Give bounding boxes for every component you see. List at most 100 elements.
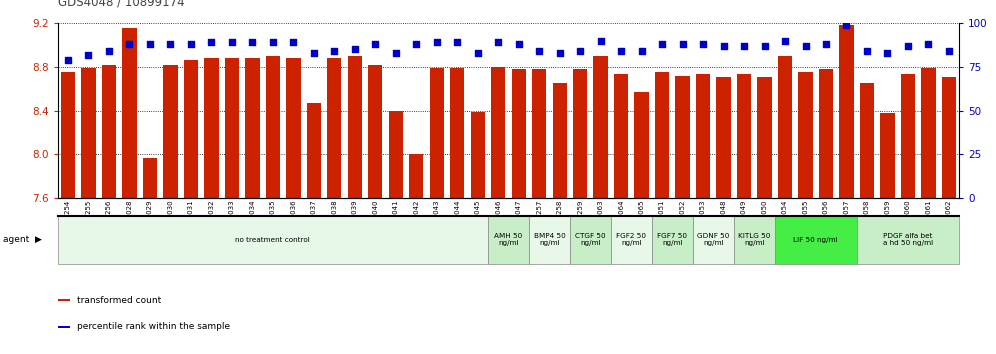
Bar [799, 72, 813, 198]
Bar [529, 216, 570, 264]
Point [203, 39, 219, 45]
Point [81, 52, 97, 57]
Text: agent  ▶: agent ▶ [3, 235, 42, 244]
Bar [163, 65, 177, 198]
Point [818, 41, 834, 47]
Point [286, 39, 302, 45]
Point [122, 41, 137, 47]
Bar [409, 154, 423, 198]
Bar [594, 56, 608, 198]
Text: AMH 50
ng/ml: AMH 50 ng/ml [494, 233, 523, 246]
Text: KITLG 50
ng/ml: KITLG 50 ng/ml [738, 233, 771, 246]
Bar [942, 77, 956, 198]
Point [224, 39, 240, 45]
Point [654, 41, 670, 47]
Point [531, 48, 547, 54]
Point [879, 50, 895, 56]
Point [387, 50, 403, 56]
Point [552, 50, 568, 56]
Point [265, 39, 281, 45]
Point [798, 43, 814, 48]
Point [60, 57, 76, 63]
Bar [429, 68, 444, 198]
Bar [737, 74, 751, 198]
Point [715, 43, 731, 48]
Point [470, 50, 486, 56]
Bar [388, 110, 403, 198]
Bar [716, 77, 731, 198]
Point [941, 48, 957, 54]
Bar [102, 65, 117, 198]
Bar [778, 56, 792, 198]
Bar [840, 25, 854, 198]
Point [511, 41, 527, 47]
Bar [82, 68, 96, 198]
Bar [488, 216, 529, 264]
Bar [655, 72, 669, 198]
Text: no treatment control: no treatment control [235, 237, 310, 243]
Bar [58, 326, 70, 328]
Bar [491, 67, 505, 198]
Bar [573, 69, 588, 198]
Point [327, 48, 343, 54]
Bar [696, 74, 710, 198]
Bar [757, 77, 772, 198]
Text: percentile rank within the sample: percentile rank within the sample [77, 322, 230, 331]
Bar [880, 113, 894, 198]
Text: BMP4 50
ng/ml: BMP4 50 ng/ml [534, 233, 566, 246]
Bar [532, 69, 547, 198]
Bar [651, 216, 693, 264]
Point [859, 48, 874, 54]
Point [368, 41, 383, 47]
Bar [921, 68, 935, 198]
Bar [611, 216, 651, 264]
Point [244, 39, 260, 45]
Bar [860, 83, 874, 198]
Point [674, 41, 690, 47]
Bar [734, 216, 775, 264]
Point [429, 39, 445, 45]
Text: LIF 50 ng/ml: LIF 50 ng/ml [794, 237, 838, 243]
Bar [348, 56, 362, 198]
Point [572, 48, 588, 54]
Bar [225, 58, 239, 198]
Point [490, 39, 506, 45]
Point [162, 41, 178, 47]
Bar [58, 216, 488, 264]
Point [101, 48, 117, 54]
Point [183, 41, 199, 47]
Point [449, 39, 465, 45]
Bar [183, 60, 198, 198]
Bar [570, 216, 611, 264]
Bar [470, 112, 485, 198]
Bar [204, 58, 218, 198]
Text: transformed count: transformed count [77, 296, 161, 304]
Bar [819, 69, 834, 198]
Bar [369, 65, 382, 198]
Bar [693, 216, 734, 264]
Point [593, 38, 609, 44]
Bar [123, 28, 136, 198]
Bar [327, 58, 342, 198]
Bar [286, 58, 301, 198]
Bar [634, 92, 648, 198]
Bar [266, 56, 280, 198]
Point [614, 48, 629, 54]
Point [900, 43, 916, 48]
Bar [614, 74, 628, 198]
Point [633, 48, 649, 54]
Point [736, 43, 752, 48]
Bar [775, 216, 857, 264]
Bar [512, 69, 526, 198]
Bar [61, 72, 75, 198]
Point [777, 38, 793, 44]
Point [695, 41, 711, 47]
Point [839, 22, 855, 28]
Point [408, 41, 424, 47]
Bar [58, 299, 70, 301]
Bar [857, 216, 959, 264]
Text: CTGF 50
ng/ml: CTGF 50 ng/ml [575, 233, 606, 246]
Point [757, 43, 773, 48]
Bar [553, 83, 567, 198]
Point [920, 41, 936, 47]
